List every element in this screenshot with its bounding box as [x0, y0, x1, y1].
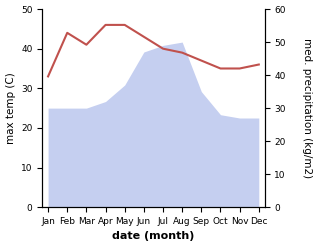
- Y-axis label: med. precipitation (kg/m2): med. precipitation (kg/m2): [302, 38, 313, 178]
- Y-axis label: max temp (C): max temp (C): [5, 72, 16, 144]
- X-axis label: date (month): date (month): [112, 231, 195, 242]
